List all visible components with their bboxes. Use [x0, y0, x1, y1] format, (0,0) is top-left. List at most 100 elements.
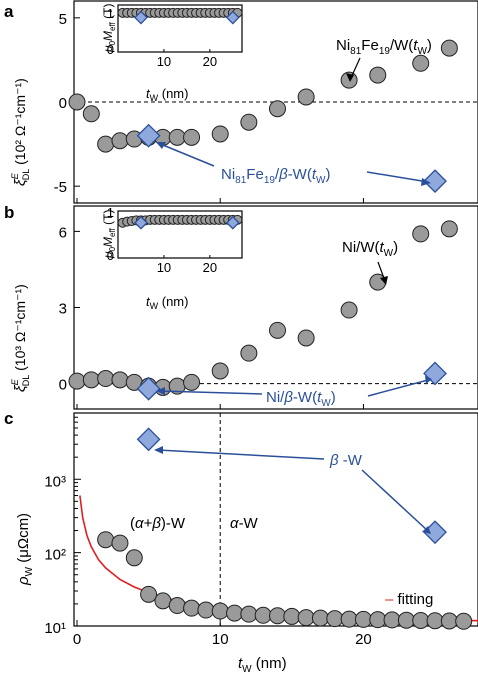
panel-c-circle-point [440, 612, 458, 630]
panel-c-beta-label: β -W [329, 452, 363, 469]
panel-b-circle-point [240, 344, 258, 362]
panel-c-circle-point [197, 601, 215, 619]
panel-c-circle-point [340, 610, 358, 628]
panel-c-circle-point [168, 597, 186, 615]
panel-b-black-arrowhead [380, 276, 388, 285]
panel-b-blue-arrow-right [367, 379, 429, 397]
panel-c-xtick-label: 20 [355, 631, 372, 648]
panel-c-circle-point [140, 585, 158, 603]
panel-a-diamond-point [423, 169, 447, 194]
inset-a-ylabel: μ0Meff (T) [101, 4, 117, 53]
panel-c-diamond-point [136, 427, 161, 452]
panel-a-circle-point [297, 88, 315, 106]
panel-c-circle-point [269, 607, 286, 625]
panel-c-alpha-phase-label: α-W [230, 515, 259, 532]
panel-b-circle-point [412, 225, 430, 243]
inset-b-ylabel: μ0Meff (T) [101, 210, 117, 259]
panel-a-blue-arrow-right [366, 171, 429, 183]
panel-a-circle-point [111, 132, 129, 150]
panel-a-blue-arrowhead-left [156, 142, 166, 149]
inset-b-diamond-point [225, 215, 240, 230]
panel-b-plot: 0 3 6 10 20 0 1 [59, 205, 478, 409]
panel-a-circle-point [168, 128, 186, 146]
panel-c-circle-point [397, 611, 415, 629]
panel-c-circle-point [455, 612, 473, 630]
panel-b-circle-point [297, 329, 315, 347]
panel-a-ytick-label: 5 [59, 11, 67, 28]
panel-a-circle-point [183, 128, 201, 146]
panel-c-plot: 10¹ 10² 10³ 0 10 20 [44, 412, 478, 648]
panel-c-xtick-label: 10 [212, 631, 229, 648]
panel-c-circle-point [426, 612, 444, 630]
panel-b-diamond-label: Ni/β-W(tW) [266, 389, 336, 409]
panel-c-xtick-label: 0 [73, 631, 81, 648]
panel-b-ytick-label: 6 [59, 224, 67, 241]
inset-a-xtick-label: 10 [157, 54, 171, 69]
panel-c-circle-point [369, 611, 387, 629]
panel-c-ylabel: ρW (μΩcm) [15, 513, 35, 586]
inset-b-xlabel: tW (nm) [146, 294, 188, 311]
panel-b-circle-point [440, 220, 458, 238]
panel-a-inset-frame [117, 4, 243, 53]
panel-a-circle-point [82, 105, 100, 123]
panel-c-circle-point [283, 607, 301, 625]
inset-a-diamond-point [225, 10, 240, 25]
panel-c-circle-point [154, 592, 172, 610]
panel-b-ylabel: ξEDL (10³ Ω⁻¹cm⁻¹) [10, 284, 31, 392]
panel-a-diamond-point [136, 123, 161, 148]
panel-b-circle-label: Ni/W(tW) [342, 239, 398, 259]
panel-c-circle-point [111, 534, 129, 552]
panel-c-circle-point [211, 602, 229, 620]
inset-b-diamond-point [134, 215, 148, 230]
inset-a-ytick-label: 0 [107, 42, 114, 57]
panel-c-circle-point [125, 549, 143, 567]
panel-a-circle-point [440, 39, 458, 57]
panel-c-xlabel: tW (nm) [238, 655, 287, 675]
panel-b-circle-point [97, 370, 115, 388]
panel-c-ytick-label: 10² [44, 547, 66, 564]
panel-a-circle-point [68, 93, 86, 111]
panel-c-circle-point [183, 599, 201, 617]
panel-b-circle-point [183, 373, 201, 391]
panel-b-circle-point [82, 371, 100, 389]
panel-c-circle-point [412, 611, 430, 629]
panel-a-circle-point [240, 113, 258, 131]
panel-b-ytick-label: 0 [59, 377, 67, 394]
panel-c-fitting-legend: – fitting [385, 591, 433, 608]
panel-c-circle-point [97, 531, 115, 549]
panel-letter-b: b [4, 203, 14, 222]
inset-b-ytick-label: 0 [107, 248, 114, 263]
panel-b-circle-point [211, 362, 229, 380]
panel-a-plot: -5 0 5 10 20 0 1 [54, 6, 478, 203]
panel-a-ytick-label: -5 [54, 179, 67, 196]
inset-b-ytick-label: 1 [107, 205, 114, 220]
panel-a-blue-arrowhead-right [421, 178, 431, 186]
panel-letter-a: a [4, 2, 14, 21]
panel-b-circle-point [269, 321, 286, 339]
inset-b-xtick-label: 20 [203, 260, 217, 275]
panel-a-diamond-label: Ni81Fe19/β-W(tW) [221, 166, 330, 186]
panel-a-circle-point [269, 100, 286, 118]
panel-b-inset-frame [117, 210, 243, 259]
inset-a-xtick-label: 20 [203, 54, 217, 69]
panel-b-diamond-point [136, 376, 161, 401]
panel-c-circle-point [226, 604, 244, 622]
panel-c-circle-point [311, 609, 329, 627]
panel-b-ytick-label: 3 [59, 301, 67, 318]
panel-c-circle-point [326, 610, 344, 628]
panel-b-blue-arrow-left [159, 390, 263, 395]
panel-a-ytick-label: 0 [59, 95, 67, 112]
panel-a-circle-point [97, 135, 115, 153]
panel-a-circle-point [369, 66, 387, 84]
inset-a-ytick-label: 1 [107, 6, 114, 21]
inset-a-xlabel: tW (nm) [146, 86, 188, 103]
panel-a-circle-label: Ni81Fe19/W(tW) [336, 37, 432, 57]
panel-c-ytick-label: 10³ [44, 473, 66, 490]
inset-a-diamond-point [134, 10, 148, 25]
panel-c-blue-arrow-right [361, 469, 429, 532]
panel-a-ylabel: ξEDL (10² Ω⁻¹cm⁻¹) [10, 78, 31, 186]
panel-c-circle-point [354, 610, 372, 628]
panel-a-black-arrowhead [346, 73, 354, 82]
panel-c-blue-arrowhead-right [422, 526, 431, 534]
